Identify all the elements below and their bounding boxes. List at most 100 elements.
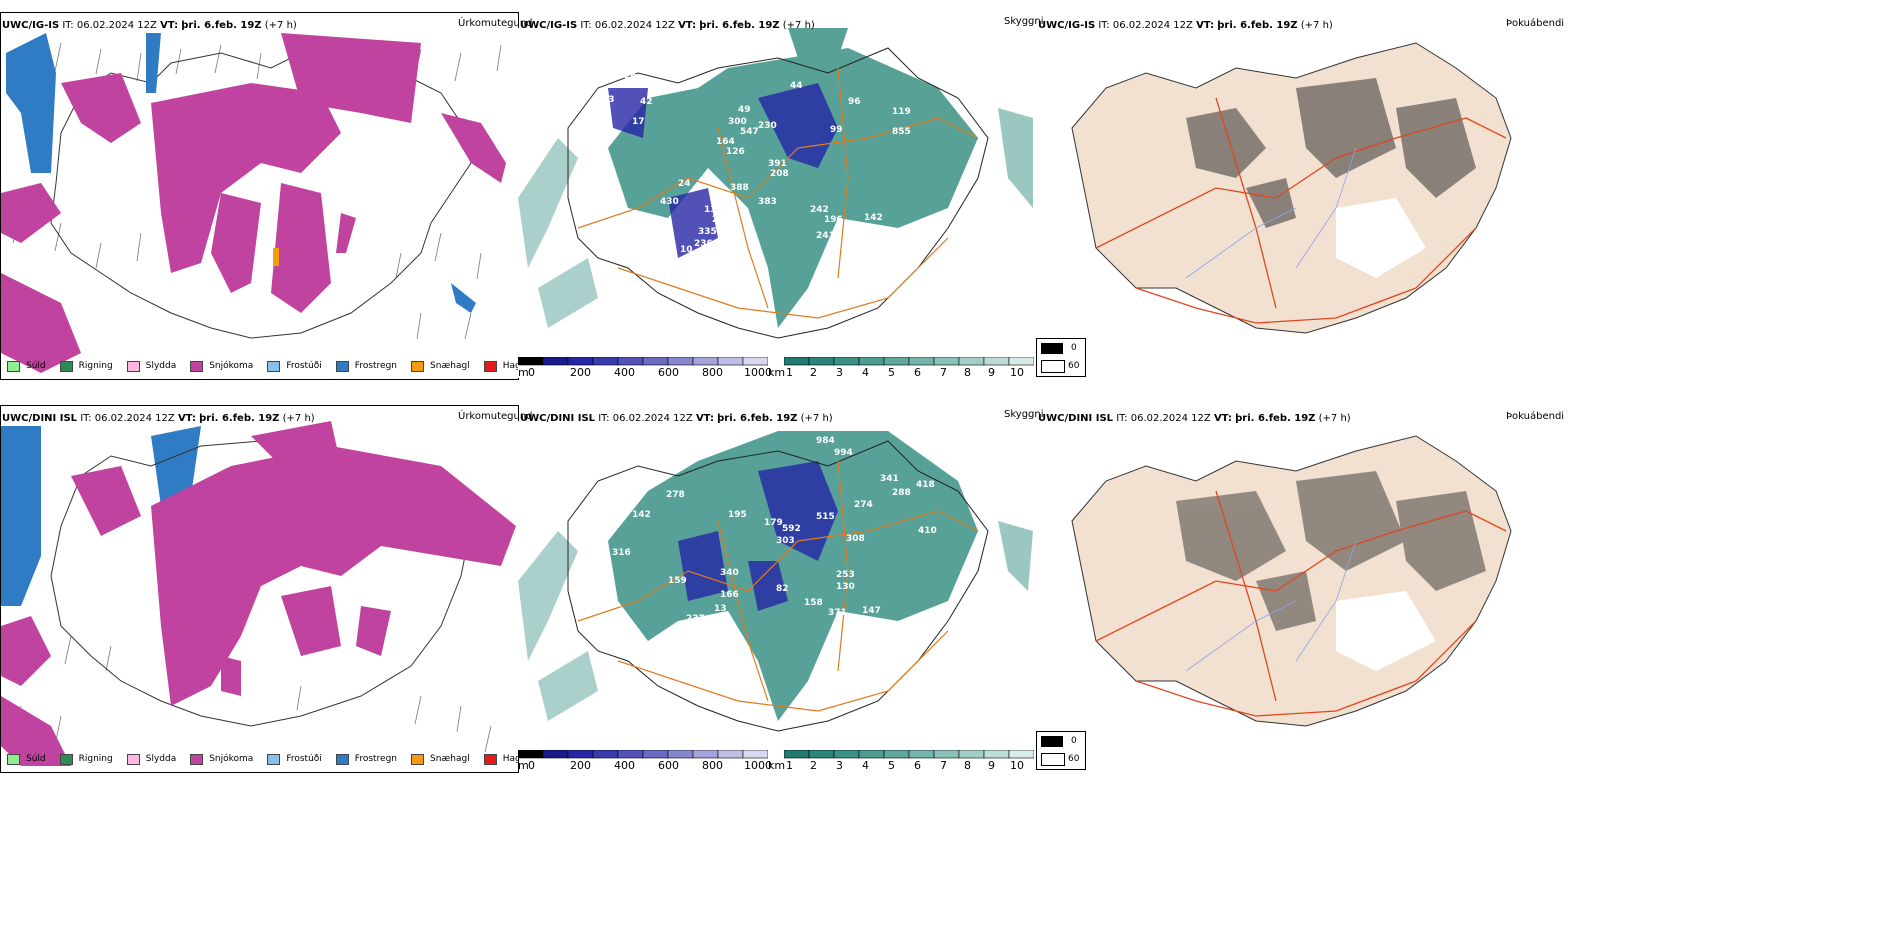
ceiling-colorbar-top bbox=[518, 357, 768, 366]
ceiling-label: 96 bbox=[848, 97, 861, 107]
colorbar-cell bbox=[567, 750, 594, 759]
ceiling-label: 410 bbox=[918, 526, 937, 536]
legend-item: Rigning bbox=[59, 753, 113, 765]
iceland-outline bbox=[567, 47, 989, 339]
model-name: UWC/IG-IS bbox=[2, 20, 60, 31]
colorbar-cell bbox=[617, 357, 644, 366]
snjokoma-areas bbox=[1, 421, 516, 766]
fog-legend-top: 0 60 bbox=[1036, 338, 1086, 377]
ceiling-label: 515 bbox=[816, 512, 835, 522]
colorbar-cell bbox=[667, 357, 694, 366]
legend-label: Slydda bbox=[145, 361, 177, 371]
ceiling-label: 166 bbox=[720, 590, 739, 600]
panel-header-bottom-2: UWC/DINI ISL IT: 06.02.2024 12Z VT: þri.… bbox=[520, 413, 833, 424]
cloud-panel-top: 26 13 44 42 17 49 300 547 230 164 126 39… bbox=[518, 28, 1035, 378]
lead-time: (+7 h) bbox=[1300, 20, 1333, 31]
snjokoma-areas bbox=[1, 33, 506, 373]
legend-item: Frostúði bbox=[267, 753, 322, 765]
it-value: 06.02.2024 12Z bbox=[94, 413, 175, 424]
legend-item: Frostregn bbox=[335, 360, 397, 372]
ceiling-label: 26 bbox=[624, 71, 637, 81]
colorbar-cell bbox=[518, 750, 544, 759]
ceiling-label: 288 bbox=[892, 488, 911, 498]
model-name: UWC/DINI ISL bbox=[1038, 413, 1114, 424]
colorbar-cell bbox=[542, 750, 569, 759]
colorbar-cell bbox=[717, 357, 744, 366]
ceiling-label: 308 bbox=[846, 534, 865, 544]
colorbar-cell bbox=[858, 750, 885, 759]
colorbar-cell bbox=[958, 750, 985, 759]
legend-label: Slydda bbox=[145, 754, 177, 764]
colorbar-cell bbox=[717, 750, 744, 759]
it-label: IT: bbox=[1098, 20, 1110, 31]
legend-label: Frostúði bbox=[286, 361, 322, 371]
lead-time: (+7 h) bbox=[1318, 413, 1351, 424]
visibility-areas bbox=[518, 431, 1033, 721]
legend-item: Slydda bbox=[126, 360, 177, 372]
colorbar-cell bbox=[908, 357, 935, 366]
lead-time: (+7 h) bbox=[800, 413, 833, 424]
colorbar-cell bbox=[518, 357, 544, 366]
colorbar-cell bbox=[642, 750, 669, 759]
wind-barbs bbox=[16, 625, 492, 753]
colorbar-tick: 200 bbox=[570, 366, 591, 379]
legend-item: Snjókoma bbox=[190, 753, 253, 765]
cloud-map-top: 26 13 44 42 17 49 300 547 230 164 126 39… bbox=[518, 28, 1033, 339]
legend-swatch bbox=[126, 360, 140, 372]
ceiling-label: 371 bbox=[828, 608, 847, 618]
fog-white-area bbox=[1336, 198, 1426, 278]
colorbar-tick: 2 bbox=[810, 759, 817, 772]
panel-title-precip-top: Úrkomutegund bbox=[458, 18, 533, 29]
ceiling-label: 196 bbox=[824, 215, 843, 225]
cloud-map-bottom: 278 142 195 179 592 303 316 159 340 166 … bbox=[518, 431, 1033, 732]
colorbar-tick: 1000 bbox=[744, 366, 772, 379]
colorbar-cell bbox=[617, 750, 644, 759]
colorbar-tick: 9 bbox=[988, 759, 995, 772]
legend-swatch bbox=[335, 360, 349, 372]
ceiling-label: 236 bbox=[694, 239, 713, 249]
fog-swatch-white bbox=[1041, 753, 1065, 766]
colorbar-tick: 400 bbox=[614, 366, 635, 379]
fog-swatch-black bbox=[1041, 343, 1063, 354]
ceiling-label: 300 bbox=[728, 117, 747, 127]
road-lines bbox=[577, 67, 979, 319]
colorbar-unit: m bbox=[518, 759, 529, 772]
colorbar-cell bbox=[567, 357, 594, 366]
legend-item: Snæhagl bbox=[411, 360, 470, 372]
colorbar-tick: 6 bbox=[914, 759, 921, 772]
fog-swatch-black bbox=[1041, 736, 1063, 747]
ceiling-label: 592 bbox=[782, 524, 801, 534]
colorbar-unit: km bbox=[768, 366, 786, 379]
fog-gray-areas bbox=[1176, 471, 1486, 631]
ceiling-label: 316 bbox=[612, 548, 631, 558]
ceiling-label: 126 bbox=[726, 147, 745, 157]
legend-label: Snæhagl bbox=[430, 754, 470, 764]
it-value: 06.02.2024 12Z bbox=[76, 20, 157, 31]
ceiling-label: 142 bbox=[864, 213, 883, 223]
colorbar-tick: 600 bbox=[658, 366, 679, 379]
ceiling-label: 547 bbox=[740, 127, 759, 137]
panel-header-top-2: UWC/IG-IS IT: 06.02.2024 12Z VT: þri. 6.… bbox=[520, 20, 815, 31]
ceiling-label: 241 bbox=[816, 231, 835, 241]
model-name: UWC/IG-IS bbox=[1038, 20, 1096, 31]
model-name: UWC/DINI ISL bbox=[520, 413, 596, 424]
lead-time: (+7 h) bbox=[782, 20, 815, 31]
ceiling-label: 204 bbox=[712, 215, 731, 225]
colorbar-unit: m bbox=[518, 366, 529, 379]
ceiling-label: 214 bbox=[694, 623, 713, 633]
cloud-panel-bottom: 278 142 195 179 592 303 316 159 340 166 … bbox=[518, 421, 1035, 751]
fog-tick-60: 60 bbox=[1068, 361, 1080, 371]
legend-swatch bbox=[59, 753, 73, 765]
ceiling-label: 855 bbox=[892, 127, 911, 137]
colorbar-cell bbox=[592, 750, 619, 759]
colorbar-tick: 0 bbox=[528, 759, 535, 772]
visibility-colorbar-top bbox=[784, 357, 1034, 366]
ceiling-label: 44 bbox=[790, 81, 803, 91]
panel-header-top-3: UWC/IG-IS IT: 06.02.2024 12Z VT: þri. 6.… bbox=[1038, 20, 1333, 31]
ceiling-label: 303 bbox=[776, 536, 795, 546]
colorbar-tick: 7 bbox=[940, 759, 947, 772]
colorbar-tick: 800 bbox=[702, 366, 723, 379]
fog-swatch-white bbox=[1041, 360, 1065, 373]
colorbar-tick: 10 bbox=[1010, 366, 1024, 379]
colorbar-cell bbox=[983, 750, 1010, 759]
